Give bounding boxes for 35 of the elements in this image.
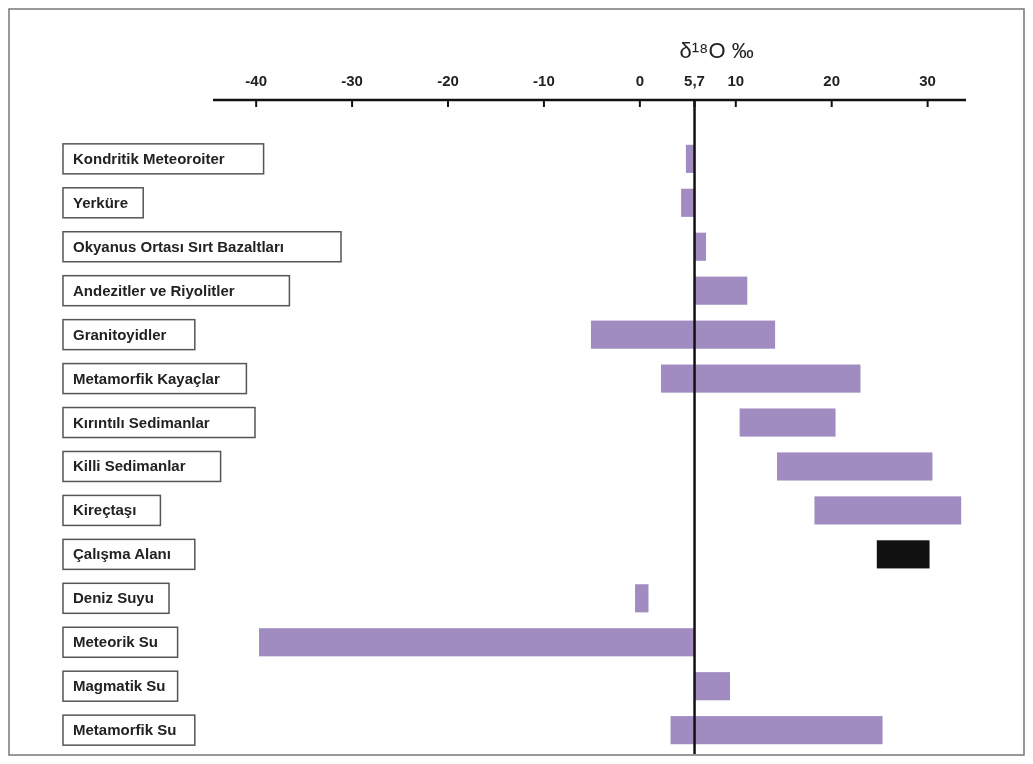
- y-tick-label: Okyanus Ortası Sırt Bazaltları: [73, 237, 284, 255]
- x-tick-label: 20: [823, 72, 841, 89]
- bar: [876, 540, 930, 569]
- x-tick-label: -20: [437, 72, 459, 89]
- bar: [259, 628, 695, 657]
- bar: [814, 496, 962, 525]
- x-axis-title: δ¹⁸O ‰: [679, 38, 754, 63]
- y-tick-label: Deniz Suyu: [73, 589, 154, 607]
- bar: [670, 716, 883, 745]
- y-tick-label: Kondritik Meteoroiter: [73, 149, 225, 167]
- bar: [590, 320, 776, 349]
- bar: [694, 276, 748, 305]
- x-tick-label: -40: [245, 72, 268, 89]
- y-tick-label: Metamorfik Su: [73, 721, 177, 739]
- x-tick-label: 10: [727, 72, 745, 89]
- bar: [660, 364, 861, 393]
- y-tick-label: Metamorfik Kayaçlar: [73, 369, 220, 387]
- y-tick-label: Magmatik Su: [73, 677, 166, 695]
- bar: [694, 672, 731, 701]
- bar: [635, 584, 649, 613]
- x-tick-label: 30: [919, 72, 936, 89]
- x-tick-label: -30: [341, 72, 363, 89]
- y-tick-label: Kırıntılı Sedimanlar: [73, 413, 210, 431]
- y-tick-label: Yerküre: [73, 193, 129, 211]
- x-tick-label: 5,7: [684, 72, 705, 89]
- y-tick-label: Meteorik Su: [73, 633, 159, 651]
- x-tick-label: -10: [533, 72, 555, 89]
- x-tick-label: 0: [635, 72, 645, 89]
- y-tick-label: Çalışma Alanı: [73, 545, 171, 563]
- y-tick-label: Andezitler ve Riyolitler: [73, 281, 235, 299]
- bar: [777, 452, 933, 481]
- y-tick-label: Killi Sedimanlar: [73, 457, 186, 475]
- y-tick-label: Kireçtaşı: [73, 501, 137, 519]
- bar: [739, 408, 836, 437]
- y-tick-label: Granitoyidler: [73, 325, 167, 343]
